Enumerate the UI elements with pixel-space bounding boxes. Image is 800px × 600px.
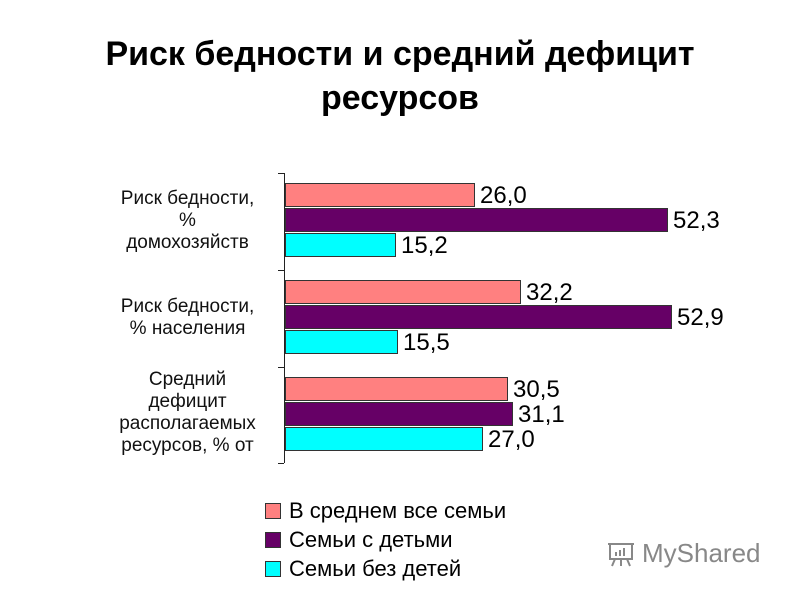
category-label-line: Риск бедности, [120,188,255,209]
legend-item: В среднем все семьи [265,496,506,525]
category-label-line: дефицит [148,391,227,412]
data-label: 32,2 [526,279,573,306]
category-label: Риск бедности, % населения [100,296,275,340]
data-label: 30,5 [513,376,560,403]
presentation-board-icon [608,542,634,566]
watermark: MyShared [606,538,761,569]
data-label: 31,1 [518,401,565,428]
data-label: 27,0 [488,426,535,453]
category-label-line: % населения [129,318,246,339]
axis-tick [278,367,284,368]
category-label-line: ресурсов, % от [121,435,254,456]
bar [285,402,513,426]
category-label: Средний дефицит располагаемых ресурсов, … [100,369,275,457]
title-line-2: ресурсов [321,79,479,117]
legend-swatch [265,502,281,519]
data-label: 52,3 [673,207,720,234]
data-label: 15,2 [401,232,448,259]
legend-swatch [265,560,281,577]
category-label-line: располагаемых [119,413,256,434]
data-label: 26,0 [480,182,527,209]
legend: В среднем все семьи Семьи с детьми Семьи… [265,496,506,583]
axis-tick [278,463,284,464]
data-label: 52,9 [677,304,724,331]
legend-swatch [265,531,281,548]
category-label-line: Риск бедности, [120,296,255,317]
bar [285,183,475,207]
bar [285,305,672,329]
bar [285,233,396,257]
chart-title: Риск бедности и средний дефицит ресурсов [0,32,800,120]
legend-item: Семьи без детей [265,554,506,583]
legend-item: Семьи с детьми [265,525,506,554]
bar [285,377,508,401]
title-line-1: Риск бедности и средний дефицит [105,35,695,73]
legend-label: В среднем все семьи [289,497,507,523]
data-label: 15,5 [403,329,450,356]
legend-label: Семьи с детьми [289,526,453,552]
bar [285,208,668,232]
category-label-line: % [179,210,196,231]
category-label-line: домохозяйств [126,232,249,253]
category-label: Риск бедности, % домохозяйств [100,188,275,254]
bar [285,427,483,451]
category-label-line: Средний [148,369,227,390]
watermark-text: MyShared [642,538,761,568]
axis-tick [278,270,284,271]
bar [285,330,398,354]
bar [285,280,521,304]
axis-tick [278,173,284,174]
legend-label: Семьи без детей [289,555,462,581]
category-axis [284,173,285,463]
